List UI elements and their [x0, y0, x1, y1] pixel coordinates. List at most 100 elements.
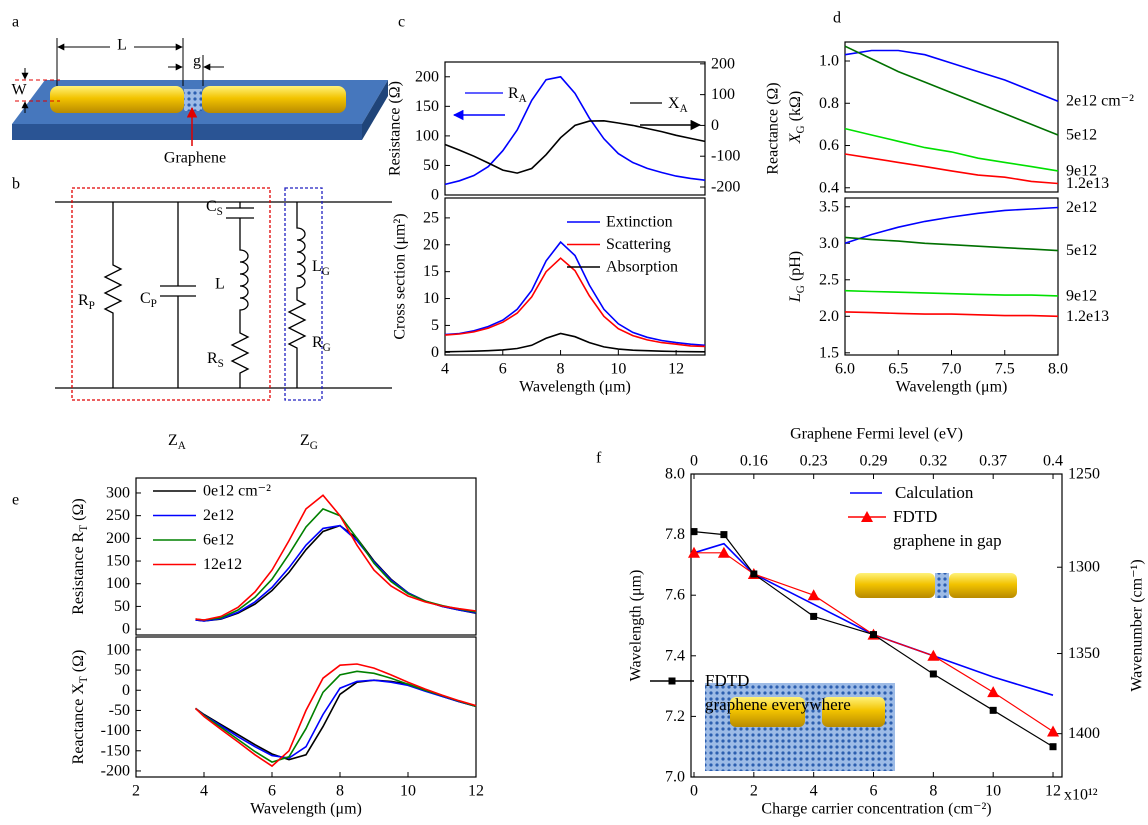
- legend-label: Extinction: [606, 214, 673, 231]
- y-tick-label: 7.4: [665, 647, 685, 664]
- x-tick-label: 8: [336, 783, 344, 800]
- data-marker: [750, 570, 758, 578]
- series-line: [844, 127, 1059, 172]
- legend-label: 12e12: [203, 556, 242, 573]
- y2-tick-label: 1250: [1068, 466, 1100, 483]
- series-line: [844, 49, 1059, 102]
- y2-tick-label: 1400: [1068, 725, 1100, 742]
- data-marker: [810, 612, 818, 620]
- legend-label: FDTD graphene in gap: [893, 507, 1002, 550]
- x2-tick-label: 0.23: [800, 453, 828, 470]
- y-tick-label: -50: [109, 702, 130, 719]
- text-part: G: [795, 285, 807, 293]
- series-line: [844, 206, 1059, 245]
- data-marker: [989, 706, 997, 714]
- series-line: [844, 236, 1059, 252]
- y-tick-label: 0: [122, 682, 130, 699]
- data-marker: [1049, 743, 1057, 751]
- component-label: RP: [78, 292, 95, 313]
- text-part: R: [508, 85, 519, 102]
- x2-axis-label: Graphene Fermi level (eV): [790, 426, 963, 443]
- text-part: Z: [168, 432, 178, 449]
- x-tick-label: 0: [690, 783, 698, 800]
- data-marker: [987, 686, 1000, 698]
- y-tick-label: 200: [415, 68, 439, 85]
- y-tick-label: 2.5: [819, 271, 839, 288]
- text-part: T: [78, 676, 90, 683]
- series-line: [444, 257, 706, 348]
- y-tick-label: 0.8: [819, 95, 839, 112]
- y2-tick-label: 100: [711, 86, 735, 103]
- plot-frame: [135, 636, 477, 778]
- series-line: [195, 494, 477, 621]
- y2-axis-label: Wavenumber (cm⁻¹): [1129, 559, 1146, 691]
- series-line: [444, 240, 706, 347]
- text-part: A: [519, 93, 527, 105]
- y-axis-label: LG (pH): [787, 251, 808, 303]
- y-axis-label: Wavelength (μm): [628, 570, 645, 682]
- y-tick-label: 100: [415, 127, 439, 144]
- legend-label: FDTD graphene everywhere: [705, 671, 851, 714]
- y-tick-label: 50: [114, 662, 130, 679]
- plot-frame: [844, 41, 1059, 193]
- impedance-label: ZA: [168, 432, 186, 453]
- x2-tick-label: 0.37: [979, 453, 1007, 470]
- x-tick-label: 10: [610, 361, 626, 378]
- x-axis-label: Wavelength (μm): [896, 379, 1008, 396]
- series-line: [194, 670, 477, 763]
- x-tick-label: 8: [929, 783, 937, 800]
- text-part: Resistance R: [70, 531, 87, 614]
- text-part: R: [78, 292, 89, 309]
- x-tick-label: 10: [985, 783, 1001, 800]
- text-part: G: [323, 342, 331, 354]
- x-tick-label: 12: [668, 361, 684, 378]
- data-marker: [929, 670, 937, 678]
- y-tick-label: 7.8: [665, 526, 685, 543]
- plot-frame: [444, 61, 706, 196]
- text-part: Reactance X: [70, 683, 87, 765]
- text-part: A: [680, 103, 688, 115]
- text-part: X: [787, 132, 804, 144]
- x-tick-label: 12: [468, 783, 484, 800]
- x-tick-label: 6: [268, 783, 276, 800]
- x-tick-label: 10: [400, 783, 416, 800]
- y-tick-label: 1.5: [819, 344, 839, 361]
- x-tick-label: 7.0: [942, 361, 962, 378]
- panel-label: b: [12, 176, 20, 193]
- y-axis-label: XG (kΩ): [787, 91, 808, 144]
- legend-label: 2e12: [203, 507, 234, 524]
- y-tick-label: 10: [423, 290, 439, 307]
- series-line: [693, 542, 1054, 696]
- series-label: 5e12: [1066, 242, 1097, 259]
- series-annotation: RA: [508, 85, 527, 106]
- legend-label: 6e12: [203, 532, 234, 549]
- plot-frame: [844, 197, 1059, 356]
- inset-gap-antenna: [855, 573, 1017, 598]
- series-label: 5e12: [1066, 126, 1097, 143]
- x-axis-label: Wavelength (μm): [250, 801, 362, 818]
- dimension-label: W: [11, 82, 27, 99]
- y-tick-label: 200: [106, 530, 130, 547]
- series-line: [195, 524, 477, 622]
- text-part: T: [78, 525, 90, 532]
- antenna-schematic: [12, 38, 388, 146]
- y-tick-label: 3.0: [819, 235, 839, 252]
- text-part: C: [206, 198, 217, 215]
- y-tick-label: -100: [101, 722, 130, 739]
- text-part: P: [151, 298, 157, 310]
- text-part: L: [787, 293, 804, 303]
- x2-tick-label: 0: [690, 453, 698, 470]
- series-line: [195, 524, 477, 622]
- y-tick-label: 0.4: [819, 179, 839, 196]
- legend-label: Absorption: [606, 259, 678, 276]
- y-tick-label: 7.2: [665, 708, 685, 725]
- y-tick-label: 100: [106, 641, 130, 658]
- x-tick-label: 6: [870, 783, 878, 800]
- text-part: C: [140, 290, 151, 307]
- panel-label: f: [596, 450, 602, 467]
- text-part: (Ω): [70, 650, 87, 677]
- y2-tick-label: 1300: [1068, 559, 1100, 576]
- dimension-label: g: [193, 53, 201, 70]
- x-tick-label: 7.5: [995, 361, 1015, 378]
- y2-tick-label: 1350: [1068, 645, 1100, 662]
